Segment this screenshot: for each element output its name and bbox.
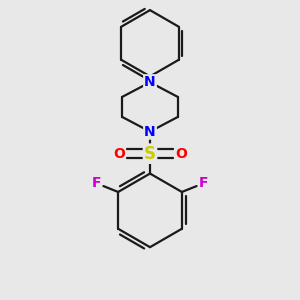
Text: O: O <box>113 147 125 161</box>
Text: S: S <box>144 145 156 163</box>
Text: N: N <box>144 124 156 139</box>
Text: O: O <box>175 147 187 161</box>
Text: N: N <box>144 75 156 89</box>
Text: F: F <box>199 176 209 190</box>
Text: F: F <box>91 176 101 190</box>
